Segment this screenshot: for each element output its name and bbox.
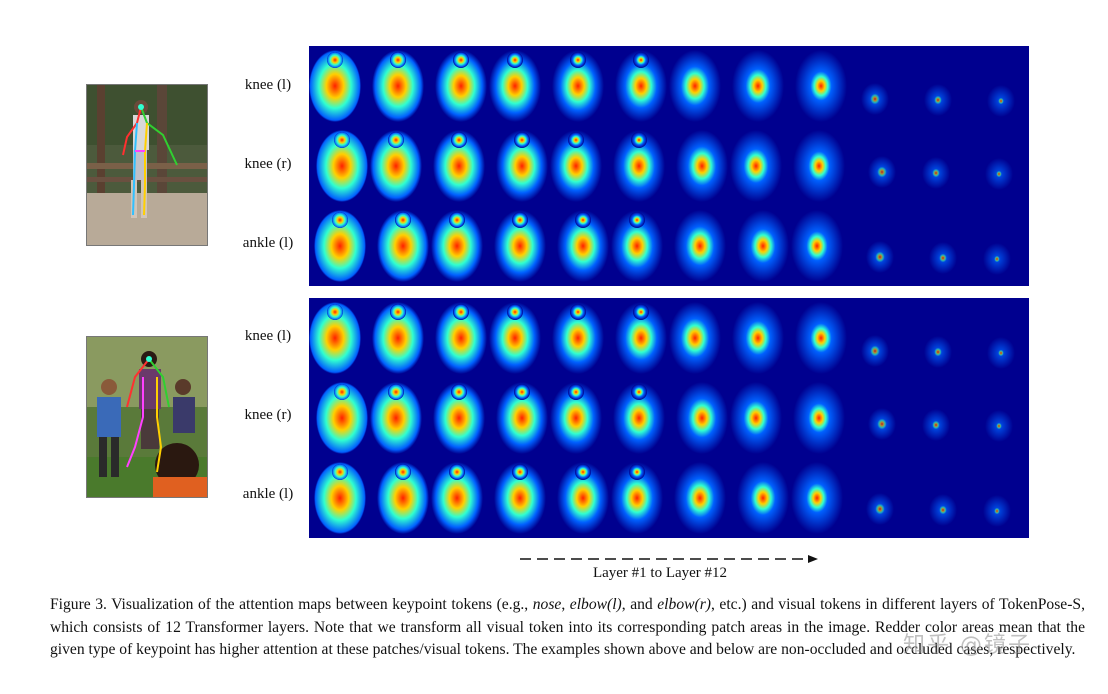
attention-map-tile	[369, 206, 429, 286]
attention-map-tile	[969, 46, 1029, 126]
attention-map-tile	[489, 206, 549, 286]
attention-map-tile	[369, 298, 429, 378]
attention-map-tile	[909, 298, 969, 378]
attention-map-tile	[549, 126, 609, 206]
attention-map-tile	[789, 378, 849, 458]
attention-map-tile	[609, 458, 669, 538]
caption-part-3: , and	[621, 596, 658, 613]
attention-map-tile	[789, 126, 849, 206]
attention-map-tile	[609, 298, 669, 378]
attention-map-tile	[609, 46, 669, 126]
attention-map-tile	[909, 458, 969, 538]
attention-map-tile	[909, 126, 969, 206]
attention-map-tile	[849, 46, 909, 126]
attention-map-tile	[909, 378, 969, 458]
figure-caption: Figure 3. Visualization of the attention…	[50, 594, 1085, 662]
attention-map-tile	[729, 46, 789, 126]
attention-map-tile	[969, 378, 1029, 458]
caption-nose: nose	[532, 596, 562, 613]
attention-map-tile	[609, 206, 669, 286]
attention-map-tile	[849, 126, 909, 206]
attention-map-tile	[429, 206, 489, 286]
attention-map-tile	[309, 298, 369, 378]
attention-map-tile	[429, 126, 489, 206]
caption-part-4: , etc.) and visual tokens in different l…	[50, 596, 1085, 659]
row-label-top-1: knee (l)	[244, 77, 292, 93]
watermark: 知乎 @镜子	[903, 633, 1032, 658]
attention-map-tile	[309, 126, 369, 206]
attention-map-tile	[669, 298, 729, 378]
attention-map-tile	[609, 126, 669, 206]
attention-map-tile	[729, 458, 789, 538]
attention-map-tile	[549, 458, 609, 538]
attention-map-tile	[369, 458, 429, 538]
attention-map-tile	[969, 458, 1029, 538]
attention-map-tile	[909, 46, 969, 126]
attention-map-tile	[789, 46, 849, 126]
attention-map-tile	[549, 298, 609, 378]
attention-map-tile	[789, 298, 849, 378]
attention-map-tile	[729, 298, 789, 378]
attention-map-tile	[669, 378, 729, 458]
attention-map-tile	[489, 126, 549, 206]
attention-map-tile	[429, 46, 489, 126]
attention-map-tile	[429, 378, 489, 458]
attention-map-tile	[489, 378, 549, 458]
attention-map-tile	[369, 46, 429, 126]
attention-map-tile	[669, 206, 729, 286]
attention-map-tile	[369, 126, 429, 206]
caption-elbow-l: elbow(l)	[569, 596, 622, 613]
attention-map-tile	[729, 378, 789, 458]
row-label-bottom-1: knee (l)	[244, 328, 292, 344]
caption-part-1: Figure 3. Visualization of the attention…	[50, 596, 533, 613]
attention-map-tile	[549, 378, 609, 458]
attention-map-tile	[969, 298, 1029, 378]
attention-map-tile	[309, 458, 369, 538]
axis-caption: Layer #1 to Layer #12	[592, 565, 728, 581]
row-label-top-3: ankle (l)	[242, 235, 294, 251]
attention-grid-occluded	[309, 298, 1029, 538]
attention-map-tile	[849, 458, 909, 538]
attention-map-tile	[489, 46, 549, 126]
attention-map-tile	[429, 298, 489, 378]
attention-map-tile	[549, 46, 609, 126]
row-label-bottom-3: ankle (l)	[242, 486, 294, 502]
caption-elbow-r: elbow(r)	[657, 596, 711, 613]
layer-direction-arrow	[520, 555, 818, 563]
attention-map-tile	[489, 298, 549, 378]
attention-map-tile	[669, 46, 729, 126]
example-photo-occluded	[86, 336, 208, 498]
attention-map-tile	[309, 46, 369, 126]
attention-map-tile	[789, 206, 849, 286]
example-photo-non-occluded	[86, 84, 208, 246]
caption-part-2: ,	[561, 596, 570, 613]
attention-map-tile	[969, 206, 1029, 286]
attention-map-tile	[369, 378, 429, 458]
attention-map-tile	[849, 206, 909, 286]
attention-map-tile	[669, 126, 729, 206]
attention-grid-non-occluded	[309, 46, 1029, 286]
row-label-top-2: knee (r)	[244, 156, 292, 172]
attention-map-tile	[429, 458, 489, 538]
attention-map-tile	[969, 126, 1029, 206]
attention-map-tile	[309, 378, 369, 458]
attention-map-tile	[669, 458, 729, 538]
attention-map-tile	[609, 378, 669, 458]
attention-map-tile	[309, 206, 369, 286]
attention-map-tile	[909, 206, 969, 286]
attention-map-tile	[789, 458, 849, 538]
attention-map-tile	[489, 458, 549, 538]
attention-map-tile	[549, 206, 609, 286]
attention-map-tile	[729, 126, 789, 206]
attention-map-tile	[849, 298, 909, 378]
row-label-bottom-2: knee (r)	[244, 407, 292, 423]
attention-map-tile	[849, 378, 909, 458]
attention-map-tile	[729, 206, 789, 286]
